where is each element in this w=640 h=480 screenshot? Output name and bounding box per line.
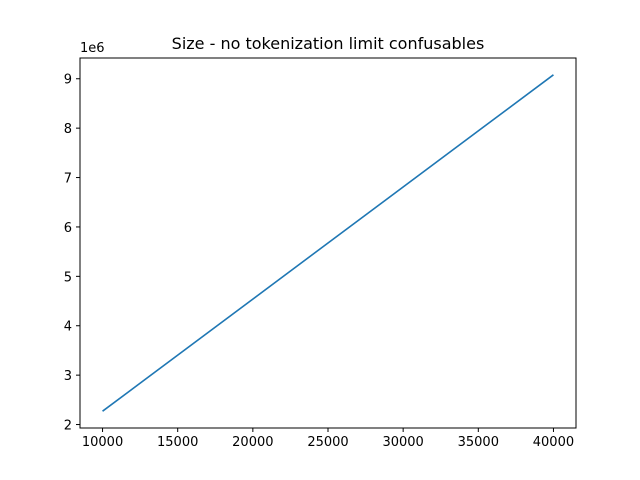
x-tick-label: 15000: [157, 435, 198, 450]
x-tick-label: 35000: [458, 435, 499, 450]
y-tick-label: 9: [64, 73, 72, 88]
y-tick-label: 8: [64, 122, 72, 137]
x-axis: 10000 15000 20000 25000 30000 35000 40000: [82, 428, 574, 450]
y-tick-label: 6: [64, 221, 72, 236]
y-tick-label: 5: [64, 270, 72, 285]
plot-frame: [79, 57, 577, 429]
plot-area: [102, 74, 554, 412]
y-axis: 2 3 4 5 6 7 8 9: [64, 73, 80, 434]
series-line-0: [102, 74, 554, 412]
y-tick-label: 7: [64, 172, 72, 187]
x-tick-label: 40000: [533, 435, 574, 450]
x-tick-label: 30000: [382, 435, 423, 450]
x-tick-label: 20000: [232, 435, 273, 450]
x-tick-label: 10000: [82, 435, 123, 450]
y-tick-label: 2: [64, 419, 72, 434]
x-tick-label: 25000: [307, 435, 348, 450]
y-offset-label: 1e6: [80, 41, 105, 56]
chart-title: Size - no tokenization limit confusables: [172, 34, 485, 53]
y-tick-label: 3: [64, 369, 72, 384]
y-tick-label: 4: [64, 320, 72, 335]
